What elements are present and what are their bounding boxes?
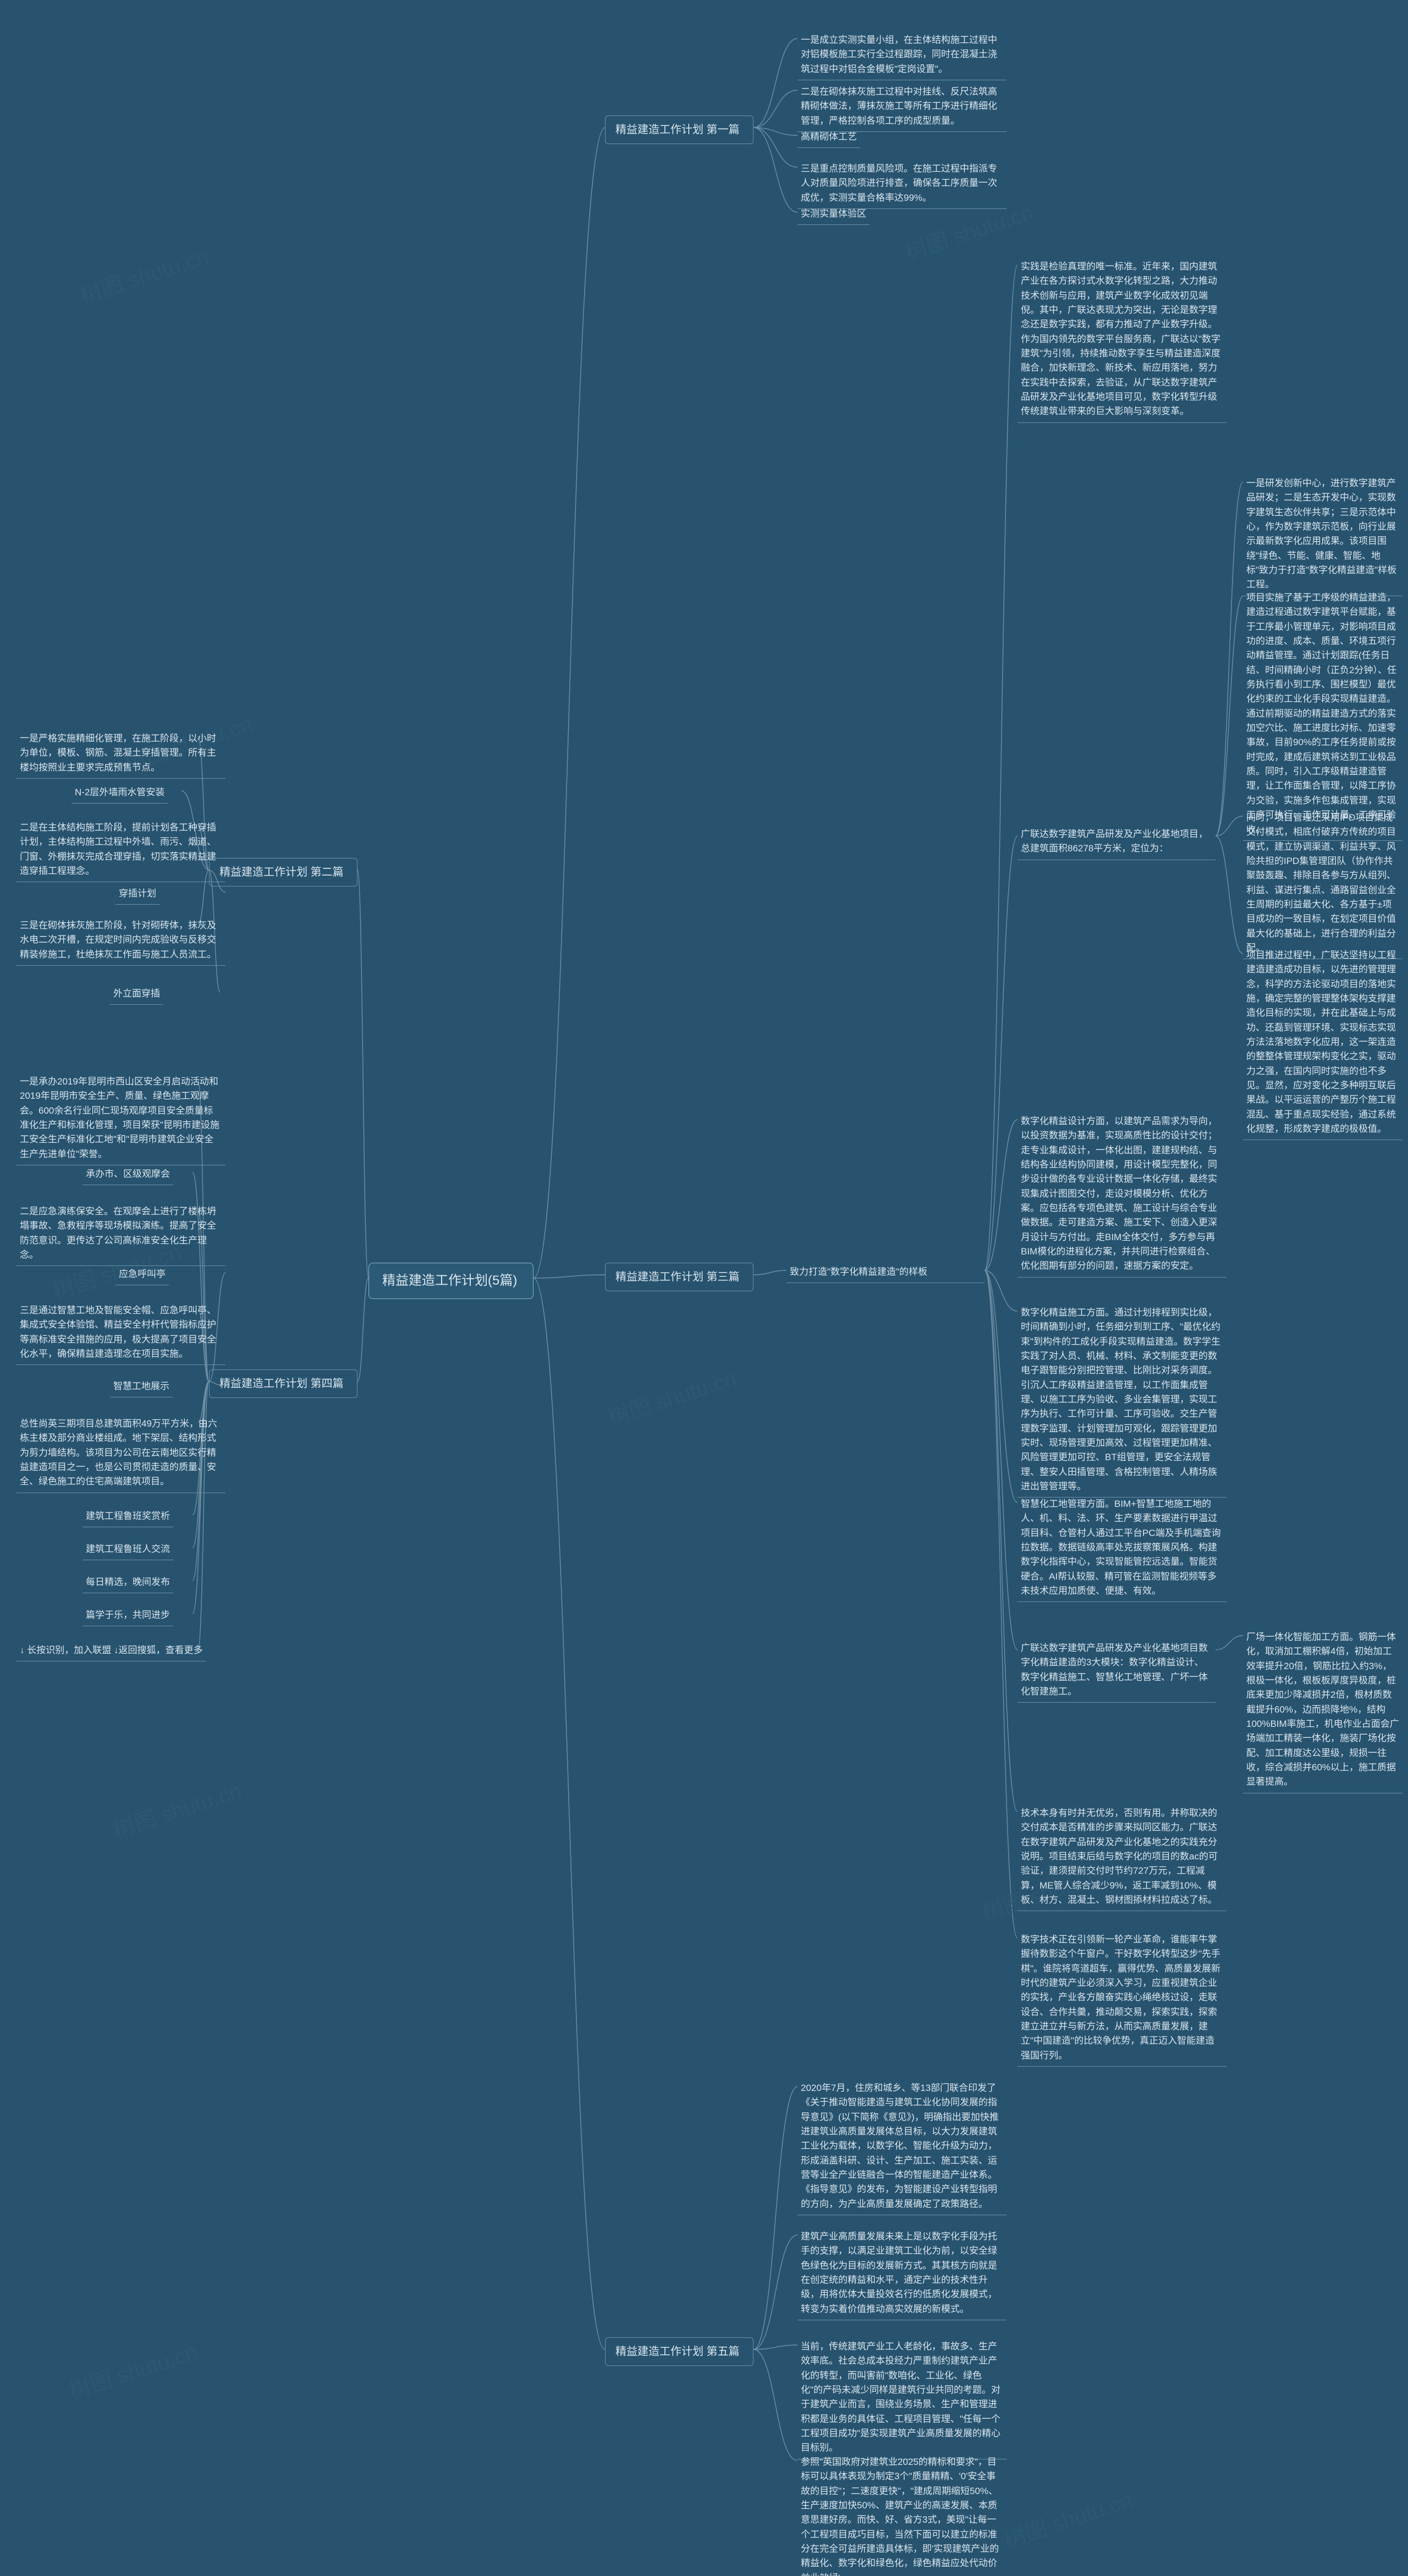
watermark: 树图 shutu.cn	[999, 2483, 1136, 2554]
leaf-0-1: 二是在砌体抹灰施工过程中对挂线、反尺法筑高精砌体做法，薄抹灰施工等所有工序进行精…	[798, 82, 1007, 132]
mindmap-canvas: 树图 shutu.cn 树图 shutu.cn 树图 shutu.cn 树图 shut…	[0, 0, 1408, 2576]
watermark: 树图 shutu.cn	[75, 239, 212, 310]
leaf-2-0-1-2: 同时，项目管理还采用IPD项目集成交付模式，相底付破弃方传统的项目模式，建立协调…	[1243, 808, 1402, 959]
leaf-3-6: 总性尚英三期项目总建筑面积49万平方米，由六栋主楼及部分商业楼组成。地下架层、结…	[16, 1414, 226, 1493]
leaf-2-0-1-3: 项目推进过程中，广联达坚持以工程建造建造成功目标，以先进的管理理念，科学的方法论…	[1243, 946, 1402, 1140]
section-node-4: 精益建造工作计划 第四篇	[209, 1369, 358, 1398]
leaf-1-2: 二是在主体结构施工阶段，提前计划各工种穿插计划，主体结构施工过程中外墙、雨污、烟…	[16, 818, 226, 882]
leaf-1-0: 一是严格实施精细化管理，在施工阶段，以小时为单位，模板、钢筋、混凝土穿插管理。所…	[16, 729, 226, 779]
leaf-2-0-5-0: 厂场一体化智能加工方面。钢筋一体化，取消加工棚积解4倍，初始加工效率提升20倍，…	[1243, 1628, 1402, 1793]
leaf-2-0-6: 技术本身有时并无优劣，否则有用。并称取决的交付成本是否精准的步骤来拟同区能力。广…	[1018, 1804, 1226, 1911]
leaf-3-7: 建筑工程鲁班奖赏析	[82, 1507, 173, 1527]
leaf-3-0: 一是承办2019年昆明市西山区安全月启动活动和2019年昆明市安全生产、质量、绿…	[16, 1072, 226, 1165]
leaf-1-4: 三是在砌体抹灰施工阶段，针对砌砖体，抹灰及水电二次开槽，在规定时间内完成验收与反…	[16, 916, 226, 966]
leaf-3-1: 承办市、区级观摩会	[82, 1165, 173, 1185]
leaf-3-11: ↓ 长按识别，加入联盟 ↓返回搜狐，查看更多	[16, 1641, 206, 1661]
section-node-5: 精益建造工作计划 第五篇	[605, 2337, 754, 2366]
section-node-3: 精益建造工作计划 第三篇	[605, 1263, 754, 1291]
root-node: 精益建造工作计划(5篇)	[369, 1263, 534, 1299]
leaf-2-0-1-1: 项目实施了基于工序级的精益建造，建造过程通过数字建筑平台赋能，基于工序最小管理单…	[1243, 588, 1402, 841]
mid-node-2-0: 致力打造"数字化精益建造"的样板	[787, 1263, 985, 1283]
leaf-1-1: N-2层外墙雨水管安装	[72, 783, 168, 803]
leaf-1-5: 外立面穿插	[110, 984, 163, 1005]
leaf-3-9: 每日精选，晚间发布	[82, 1573, 173, 1593]
leaf-2-0-7: 数字技术正在引领新一轮产业革命，谁能率牛掌握待数影这个午窗户。干好数字化转型这步…	[1018, 1930, 1226, 2067]
leaf-2-0-1-0: 一是研发创新中心，进行数字建筑产品研发；二是生态开发中心，实现数字建筑生态伙伴共…	[1243, 474, 1402, 596]
watermark: 树图 shutu.cn	[603, 1361, 740, 1432]
leaf-0-4: 实测实量体验区	[798, 205, 870, 225]
leaf-4-1: 建筑产业高质量发展未来上是以数字化手段为托手的支撑，以满足业建筑工业化为前，以安…	[798, 2227, 1007, 2320]
leaf-2-0-3: 数字化精益施工方面。通过计划排程到实比级，时间精确到小时，任务细分到到工序、"最…	[1018, 1303, 1226, 1498]
leaf-0-0: 一是成立实测实量小组，在主体结构施工过程中对铝模板施工实行全过程跟踪，同时在混凝…	[798, 31, 1007, 80]
leaf-0-3: 三是重点控制质量风险项。在施工过程中指派专人对质量风险项进行排查，确保各工序质量…	[798, 159, 1007, 209]
leaf-3-3: 应急呼叫亭	[116, 1265, 169, 1285]
leaf-4-3: 参照"英国政府对建筑业2025的精标和要求"，目标可以具体表现为制定3个"质量精…	[798, 2453, 1007, 2576]
leaf-3-2: 二是应急演练保安全。在观摩会上进行了楼栋坍塌事故、急救程序等现场模拟演练。提高了…	[16, 1202, 226, 1266]
sub-node-2-0-1: 广联达数字建筑产品研发及产业化基地项目，总建筑面积86278平方米，定位为：	[1018, 825, 1216, 860]
section-node-2: 精益建造工作计划 第二篇	[209, 858, 358, 887]
sub-node-2-0-5: 广联达数字建筑产品研发及产业化基地项目数字化精益建造的3大模块：数字化精益设计、…	[1018, 1639, 1216, 1703]
watermark: 树图 shutu.cn	[108, 1773, 245, 1845]
watermark: 树图 shutu.cn	[64, 2334, 201, 2406]
leaf-0-2: 高精砌体工艺	[798, 128, 860, 148]
leaf-2-0-0: 实践是检验真理的唯一标准。近年来，国内建筑产业在各方探讨式水数字化转型之路，大力…	[1018, 257, 1226, 423]
leaf-2-0-4: 智慧化工地管理方面。BIM+智慧工地施工地的人、机、料、法、环、生产要素数据进行…	[1018, 1495, 1226, 1602]
leaf-4-2: 当前，传统建筑产业工人老龄化，事故多、生产效率底。社会总成本投经力严重制约建筑产…	[798, 2337, 1007, 2459]
leaf-2-0-2: 数字化精益设计方面，以建筑产品需求为导向，以投资数据为基准，实现高质性比的设计交…	[1018, 1112, 1226, 1278]
leaf-3-8: 建筑工程鲁班人交流	[82, 1540, 173, 1560]
leaf-3-5: 智慧工地展示	[110, 1377, 173, 1397]
section-node-1: 精益建造工作计划 第一篇	[605, 115, 754, 144]
leaf-4-0: 2020年7月，住房和城乡、等13部门联合印发了《关于推动智能建造与建筑工业化协…	[798, 2079, 1007, 2215]
leaf-1-3: 穿插计划	[116, 884, 160, 905]
leaf-3-10: 篇学于乐，共同进步	[82, 1606, 173, 1626]
leaf-3-4: 三是通过智慧工地及智能安全帽、应急呼叫亭、集成式安全体验馆、精益安全村杆代管指标…	[16, 1301, 226, 1365]
